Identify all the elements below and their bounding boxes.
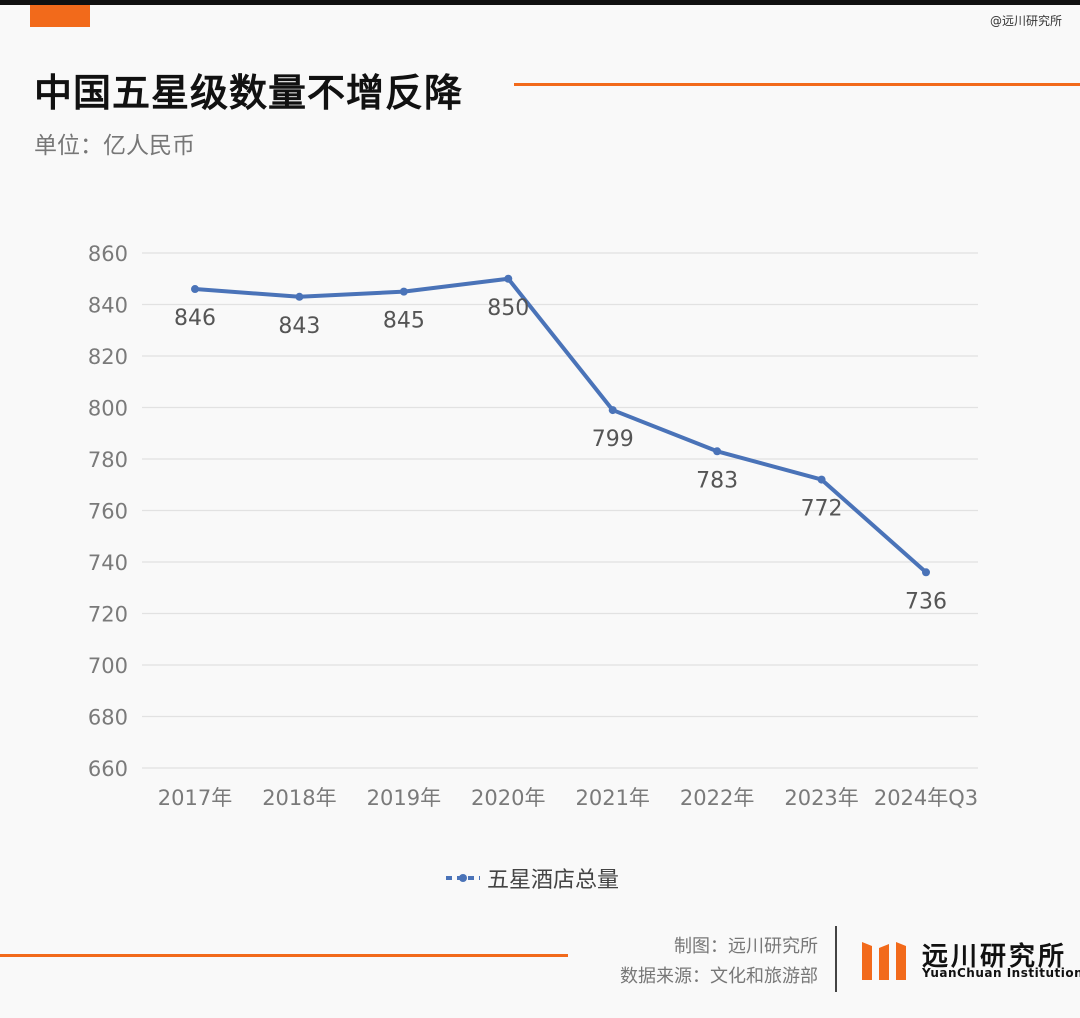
x-tick-label: 2018年 [262,786,336,810]
data-point [608,406,617,415]
y-tick-label: 700 [88,654,128,678]
x-tick-label: 2019年 [367,786,441,810]
data-point [922,568,930,577]
y-tick-label: 840 [88,294,128,318]
logo-subtext: YuanChuan Institution [922,966,1080,980]
data-source: 数据来源：文化和旅游部 [620,966,818,987]
top-bar [0,0,1080,5]
legend-label: 五星酒店总量 [487,868,620,893]
logo-icon [862,942,906,980]
y-tick-label: 720 [88,603,128,627]
legend: 五星酒店总量 [445,862,619,894]
y-tick-label: 780 [88,448,128,472]
chart-title: 中国五星级数量不增反降 [34,71,464,115]
data-label: 772 [801,497,843,522]
data-point [817,475,826,484]
footer-divider [835,926,837,992]
y-tick-label: 660 [88,757,128,781]
y-tick-label: 820 [88,345,128,369]
title-accent-line [514,83,1080,86]
footer-accent-line [0,954,568,957]
chart-subtitle: 单位：亿人民币 [34,133,195,159]
x-tick-label: 2020年 [471,786,545,810]
logo-text: 远川研究所 [922,942,1068,972]
y-tick-label: 800 [88,397,128,421]
data-point [295,292,304,301]
y-tick-label: 740 [88,551,128,575]
x-tick-label: 2023年 [784,786,858,810]
watermark: @远川研究所 [989,14,1062,28]
data-point [399,287,408,296]
x-tick-label: 2022年 [680,786,754,810]
data-label: 799 [592,427,634,452]
y-tick-label: 680 [88,706,128,730]
y-tick-label: 760 [88,500,128,524]
data-label: 736 [905,589,947,614]
chart-credit: 制图：远川研究所 [674,936,818,957]
data-label: 846 [174,306,216,331]
data-label: 783 [696,468,738,493]
series-line [193,276,928,575]
data-point [713,447,722,456]
line-chart: 860 840 820 800 780 760 740 720 700 680 660 2017年 20… [88,242,978,810]
accent-block [30,5,90,27]
x-tick-label: 2024年Q3 [874,786,978,810]
data-point [504,274,513,283]
data-label: 850 [487,296,529,321]
data-point [191,285,199,294]
legend-swatch-icon [446,874,480,882]
x-tick-label: 2017年 [158,786,232,810]
data-label: 845 [383,309,425,334]
x-tick-label: 2021年 [575,786,649,810]
data-label: 843 [278,314,320,339]
y-tick-label: 860 [88,242,128,266]
